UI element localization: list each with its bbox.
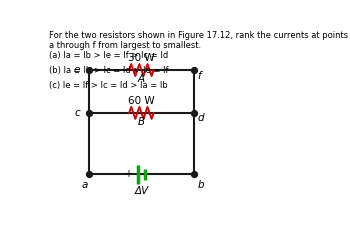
Text: (b) Ia = Ib > Ic = Id > Ie = If: (b) Ia = Ib > Ic = Id > Ie = If <box>49 66 169 75</box>
Point <box>86 68 91 72</box>
Text: +: + <box>124 169 132 179</box>
Point <box>191 173 197 176</box>
Text: f: f <box>197 71 201 81</box>
Text: d: d <box>197 113 204 123</box>
Text: 60 W: 60 W <box>128 96 155 106</box>
Point <box>86 173 91 176</box>
Text: b: b <box>197 180 204 190</box>
Point <box>191 68 197 72</box>
Text: A: A <box>138 74 145 84</box>
Text: (a) Ia = Ib > Ie = If > Ic = Id: (a) Ia = Ib > Ie = If > Ic = Id <box>49 51 168 60</box>
Text: 30 W: 30 W <box>128 53 155 63</box>
Text: For the two resistors shown in Figure 17.12, rank the currents at points a throu: For the two resistors shown in Figure 17… <box>49 31 348 50</box>
Text: ΔV: ΔV <box>134 186 148 196</box>
Point <box>86 111 91 115</box>
Text: c: c <box>75 108 80 118</box>
Point <box>191 111 197 115</box>
Text: B: B <box>138 117 145 127</box>
Text: a: a <box>81 180 88 190</box>
Text: e: e <box>74 65 80 75</box>
Text: (c) Ie = If > Ic = Id > Ia = Ib: (c) Ie = If > Ic = Id > Ia = Ib <box>49 81 168 90</box>
